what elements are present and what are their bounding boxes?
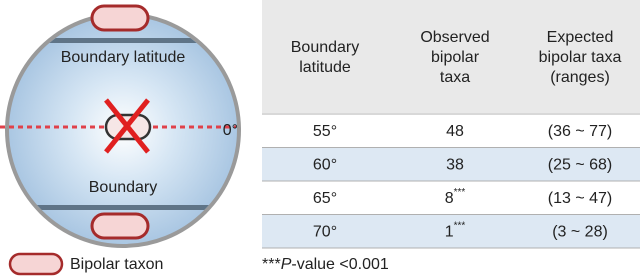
table-cell: (3 ~ 28) bbox=[552, 223, 608, 240]
cell-text: (36 ~ 77) bbox=[548, 123, 612, 140]
cell-text: 65° bbox=[313, 190, 337, 207]
globe bbox=[0, 6, 250, 246]
top-label: Boundary latitude bbox=[61, 49, 186, 66]
equator-label: 0° bbox=[223, 122, 238, 139]
header-cell: Boundary bbox=[291, 39, 360, 56]
table-cell: 55° bbox=[313, 123, 337, 140]
footnote-italic: P bbox=[281, 256, 292, 273]
cell-text: 1 bbox=[445, 223, 454, 240]
table-cell: 70° bbox=[313, 223, 337, 240]
table-cell: (36 ~ 77) bbox=[548, 123, 612, 140]
footnote: ***P-value <0.001 bbox=[262, 256, 389, 273]
header-cell: bipolar taxa bbox=[539, 49, 622, 66]
header-cell: latitude bbox=[299, 59, 351, 76]
footnote-text: -value <0.001 bbox=[291, 256, 389, 273]
table-cell: 65° bbox=[313, 190, 337, 207]
table-cell: 48 bbox=[446, 123, 464, 140]
header-cell: Observed bbox=[420, 29, 489, 46]
cell-text: 60° bbox=[313, 156, 337, 173]
header-cell: (ranges) bbox=[550, 69, 610, 86]
cell-text: 8 bbox=[445, 190, 454, 207]
table: Boundary latitude Observed bipolar taxa Expec… bbox=[262, 0, 640, 273]
table-cell: (13 ~ 47) bbox=[548, 190, 612, 207]
footnote-prefix: *** bbox=[262, 256, 281, 273]
table-cell: 60° bbox=[313, 156, 337, 173]
cell-text: 38 bbox=[446, 156, 464, 173]
cell-sup: *** bbox=[454, 186, 466, 197]
cell-text: (13 ~ 47) bbox=[548, 190, 612, 207]
cell-text: 70° bbox=[313, 223, 337, 240]
legend-label: Bipolar taxon bbox=[70, 256, 163, 273]
bottom-label: Boundary bbox=[89, 179, 158, 196]
cell-sup: *** bbox=[454, 220, 466, 231]
header-cell: taxa bbox=[440, 69, 470, 86]
cell-text: (3 ~ 28) bbox=[552, 223, 608, 240]
cell-text: (25 ~ 68) bbox=[548, 156, 612, 173]
header-cell: bipolar bbox=[431, 49, 480, 66]
table-cell: 38 bbox=[446, 156, 464, 173]
cell-text: 48 bbox=[446, 123, 464, 140]
figure: Boundary latitude 0° Boundary Bipolar ta… bbox=[0, 0, 642, 276]
header-cell: Expected bbox=[547, 29, 614, 46]
cell-text: 55° bbox=[313, 123, 337, 140]
table-cell: (25 ~ 68) bbox=[548, 156, 612, 173]
legend-icon bbox=[10, 254, 62, 274]
